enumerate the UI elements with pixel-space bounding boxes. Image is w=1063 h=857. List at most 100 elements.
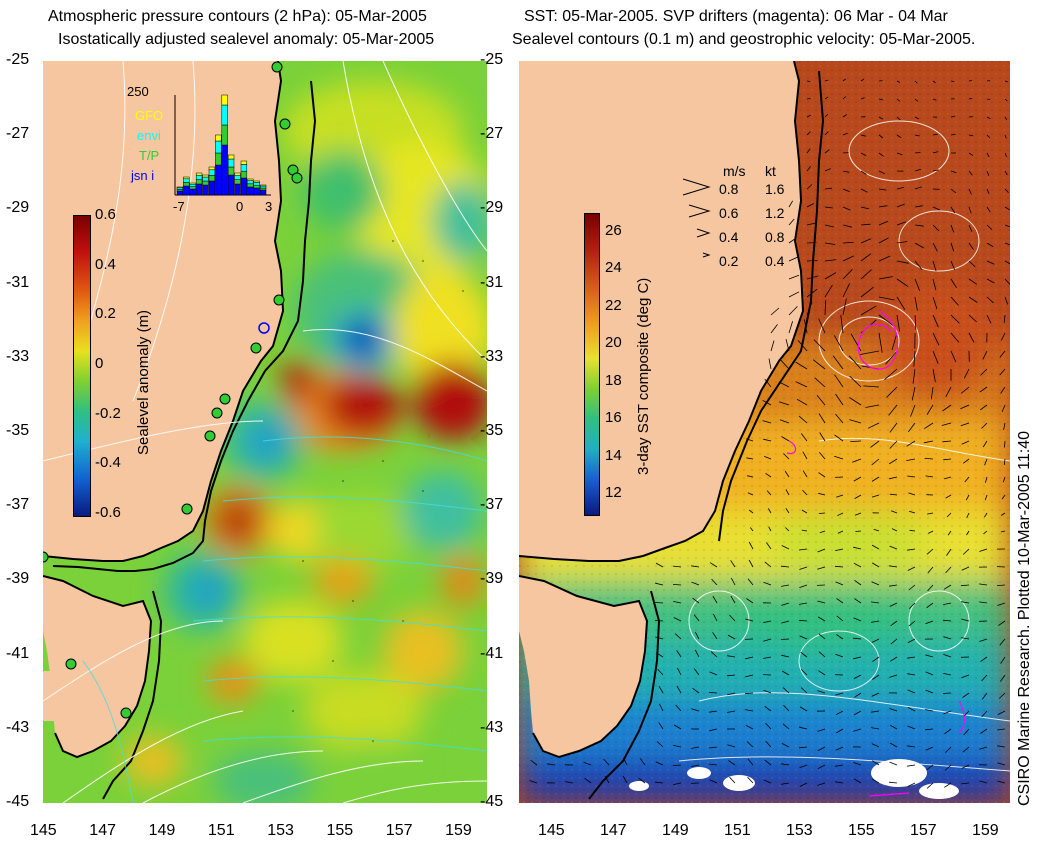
x-tick-label-right: 151 (724, 822, 751, 839)
velocity-arrow (889, 742, 898, 748)
velocity-arrow (963, 728, 970, 736)
velocity-arrow (853, 546, 862, 550)
velocity-arrow (984, 494, 988, 501)
inset-bar (202, 180, 209, 186)
velocity-row-kt: 0.8 (765, 229, 785, 245)
velocity-arrow (748, 509, 754, 514)
y-tick-label-left: -37 (6, 496, 30, 514)
inset-bar (208, 169, 216, 176)
velocity-arrow (799, 635, 808, 640)
velocity-row-ms: 0.6 (719, 205, 739, 221)
velocity-arrow (927, 512, 934, 515)
velocity-arrow (806, 302, 813, 316)
velocity-arrow (639, 758, 646, 766)
velocity-arrow (932, 332, 940, 346)
velocity-arrow (708, 692, 718, 694)
velocity-arrow (842, 255, 854, 262)
velocity-arrow (889, 493, 898, 496)
velocity-arrow (806, 203, 814, 208)
inset-bar (234, 172, 241, 176)
velocity-arrow (944, 782, 952, 788)
velocity-arrow (981, 422, 988, 429)
velocity-arrow (896, 134, 902, 139)
velocity-arrow (999, 368, 1006, 376)
velocity-arrow (860, 269, 872, 280)
velocity-arrow (986, 242, 994, 248)
velocity-arrow (529, 780, 538, 784)
velocity-arrow (896, 187, 905, 190)
velocity-arrow (873, 528, 880, 532)
x-tick-label-left: 153 (267, 822, 294, 839)
velocity-arrow (999, 638, 1006, 646)
velocity-arrow (806, 131, 811, 136)
velocity-arrow (986, 224, 993, 230)
velocity-arrow (800, 687, 808, 694)
velocity-arrow (860, 134, 866, 137)
velocity-arrow (623, 757, 628, 766)
velocity-arrow (945, 386, 952, 397)
velocity-arrow (655, 652, 664, 658)
velocity-arrow (961, 674, 970, 679)
inset-bar (227, 174, 235, 196)
x-tick-label-right: 147 (600, 822, 627, 839)
velocity-arrow (763, 779, 772, 784)
altimeter-histogram-inset: 250 GFO envi T/P jsn i -7 0 3 (123, 81, 303, 231)
velocity-arrow (889, 724, 898, 730)
velocity-arrow (961, 566, 970, 571)
velocity-arrow (890, 510, 898, 514)
velocity-arrow (914, 242, 924, 249)
velocity-arrow (842, 170, 850, 173)
velocity-arrow (950, 188, 957, 194)
velocity-arrow (896, 80, 901, 83)
velocity-arrow (950, 296, 959, 306)
velocity-arrow (817, 746, 826, 751)
velocity-arrow (860, 78, 865, 82)
velocity-arrow (763, 438, 772, 442)
velocity-arrow (943, 673, 952, 676)
velocity-arrow (997, 780, 1006, 784)
velocity-arrow (835, 653, 844, 658)
velocity-arrow (837, 530, 844, 534)
velocity-arrow (968, 260, 976, 268)
velocity-arrow (961, 782, 970, 785)
velocity-arrow (889, 674, 898, 678)
velocity-arrow (878, 332, 883, 353)
inset-bar (221, 144, 228, 196)
velocity-arrow (860, 152, 867, 156)
velocity-arrow (907, 782, 916, 787)
velocity-arrow (835, 692, 844, 696)
velocity-arrow (961, 386, 970, 394)
velocity-arrow (763, 620, 772, 623)
velocity-arrow (709, 728, 718, 732)
velocity-arrow (672, 584, 682, 586)
velocity-arrow (888, 458, 898, 465)
velocity-arrow (860, 238, 872, 244)
velocity-arrow (986, 152, 990, 158)
velocity-arrow (764, 561, 772, 568)
velocity-arrow (834, 455, 844, 460)
velocity-arrow (872, 656, 880, 662)
velocity-arrow (675, 704, 682, 712)
velocity-arrow (712, 595, 718, 604)
y-tick-label-right: -35 (480, 422, 504, 439)
velocity-arrow (932, 278, 937, 291)
velocity-arrow (530, 759, 538, 766)
inset-bar (240, 177, 248, 196)
sst-field (519, 61, 1010, 803)
velocity-arrow (817, 764, 826, 769)
velocity-arrow (795, 361, 808, 370)
velocity-arrow (604, 775, 610, 784)
velocity-arrow (658, 722, 664, 730)
velocity-arrow (896, 296, 906, 311)
velocity-arrow (965, 494, 970, 501)
velocity-arrow (889, 440, 898, 449)
velocity-arrow (835, 548, 844, 551)
velocity-arrow (854, 598, 862, 604)
velocity-header-ms: m/s (723, 163, 746, 179)
velocity-arrow (968, 242, 974, 250)
velocity-arrow (677, 667, 682, 676)
sealevel-anomaly-field (43, 61, 487, 803)
sst-colorbar-tick: 20 (605, 334, 622, 352)
velocity-arrow (896, 260, 909, 264)
velocity-arrow (950, 314, 960, 324)
